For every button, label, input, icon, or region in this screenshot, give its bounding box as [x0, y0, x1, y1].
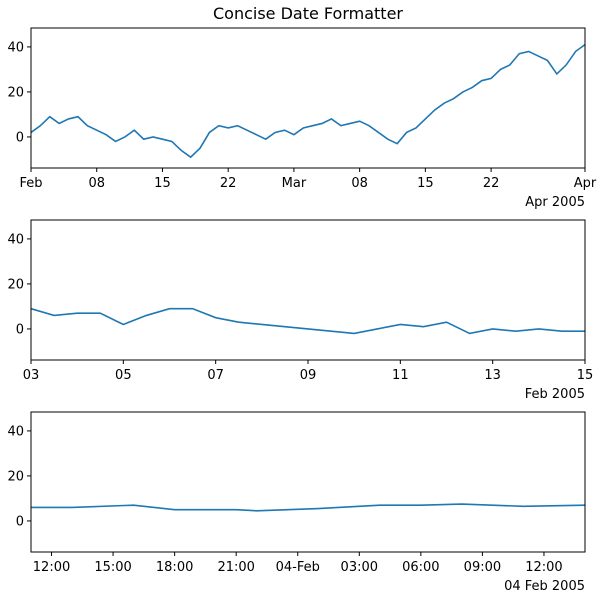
- x-tick-label: 15: [577, 368, 594, 383]
- x-tick-label: 04-Feb: [276, 560, 320, 575]
- x-tick-label: 22: [220, 176, 237, 191]
- x-tick-label: Feb: [19, 176, 42, 191]
- axes-frame: [30, 27, 586, 169]
- x-offset-label: Apr 2005: [525, 195, 585, 210]
- y-tick-label: 20: [7, 469, 24, 484]
- y-tick-label: 40: [7, 232, 24, 247]
- x-offset-label: Feb 2005: [525, 387, 585, 402]
- x-tick-label: 15: [417, 176, 434, 191]
- y-tick-label: 0: [16, 514, 24, 529]
- x-tick-label: 09:00: [464, 560, 501, 575]
- x-tick-label: 15: [154, 176, 171, 191]
- x-tick-label: 08: [351, 176, 368, 191]
- x-tick-label: 07: [207, 368, 224, 383]
- data-line: [30, 307, 585, 335]
- x-tick-label: 08: [88, 176, 105, 191]
- x-tick-label: 15:00: [94, 560, 131, 575]
- x-tick-label: 12:00: [525, 560, 562, 575]
- chart-title: Concise Date Formatter: [213, 4, 403, 23]
- x-tick-label: 03:00: [341, 560, 378, 575]
- y-tick-label: 0: [16, 130, 24, 145]
- x-tick-label: Mar: [282, 176, 307, 191]
- x-tick-label: 13: [484, 368, 501, 383]
- data-line: [30, 44, 586, 159]
- x-tick-label: 09: [300, 368, 317, 383]
- axes-frame: [30, 219, 586, 361]
- x-tick-label: 12:00: [33, 560, 70, 575]
- y-tick-label: 40: [7, 40, 24, 55]
- x-tick-label: 06:00: [402, 560, 439, 575]
- y-tick-label: 40: [7, 424, 24, 439]
- x-tick-label: 05: [115, 368, 132, 383]
- x-tick-label: 21:00: [217, 560, 254, 575]
- axes-frame: [30, 411, 586, 553]
- y-tick-label: 0: [16, 322, 24, 337]
- x-tick-label: Apr: [574, 176, 597, 191]
- x-offset-label: 04 Feb 2005: [504, 579, 585, 594]
- y-tick-label: 20: [7, 85, 24, 100]
- x-tick-label: 22: [483, 176, 500, 191]
- y-tick-label: 20: [7, 277, 24, 292]
- x-tick-label: 03: [23, 368, 40, 383]
- x-tick-label: 11: [392, 368, 409, 383]
- data-line: [31, 503, 586, 512]
- x-tick-label: 18:00: [156, 560, 193, 575]
